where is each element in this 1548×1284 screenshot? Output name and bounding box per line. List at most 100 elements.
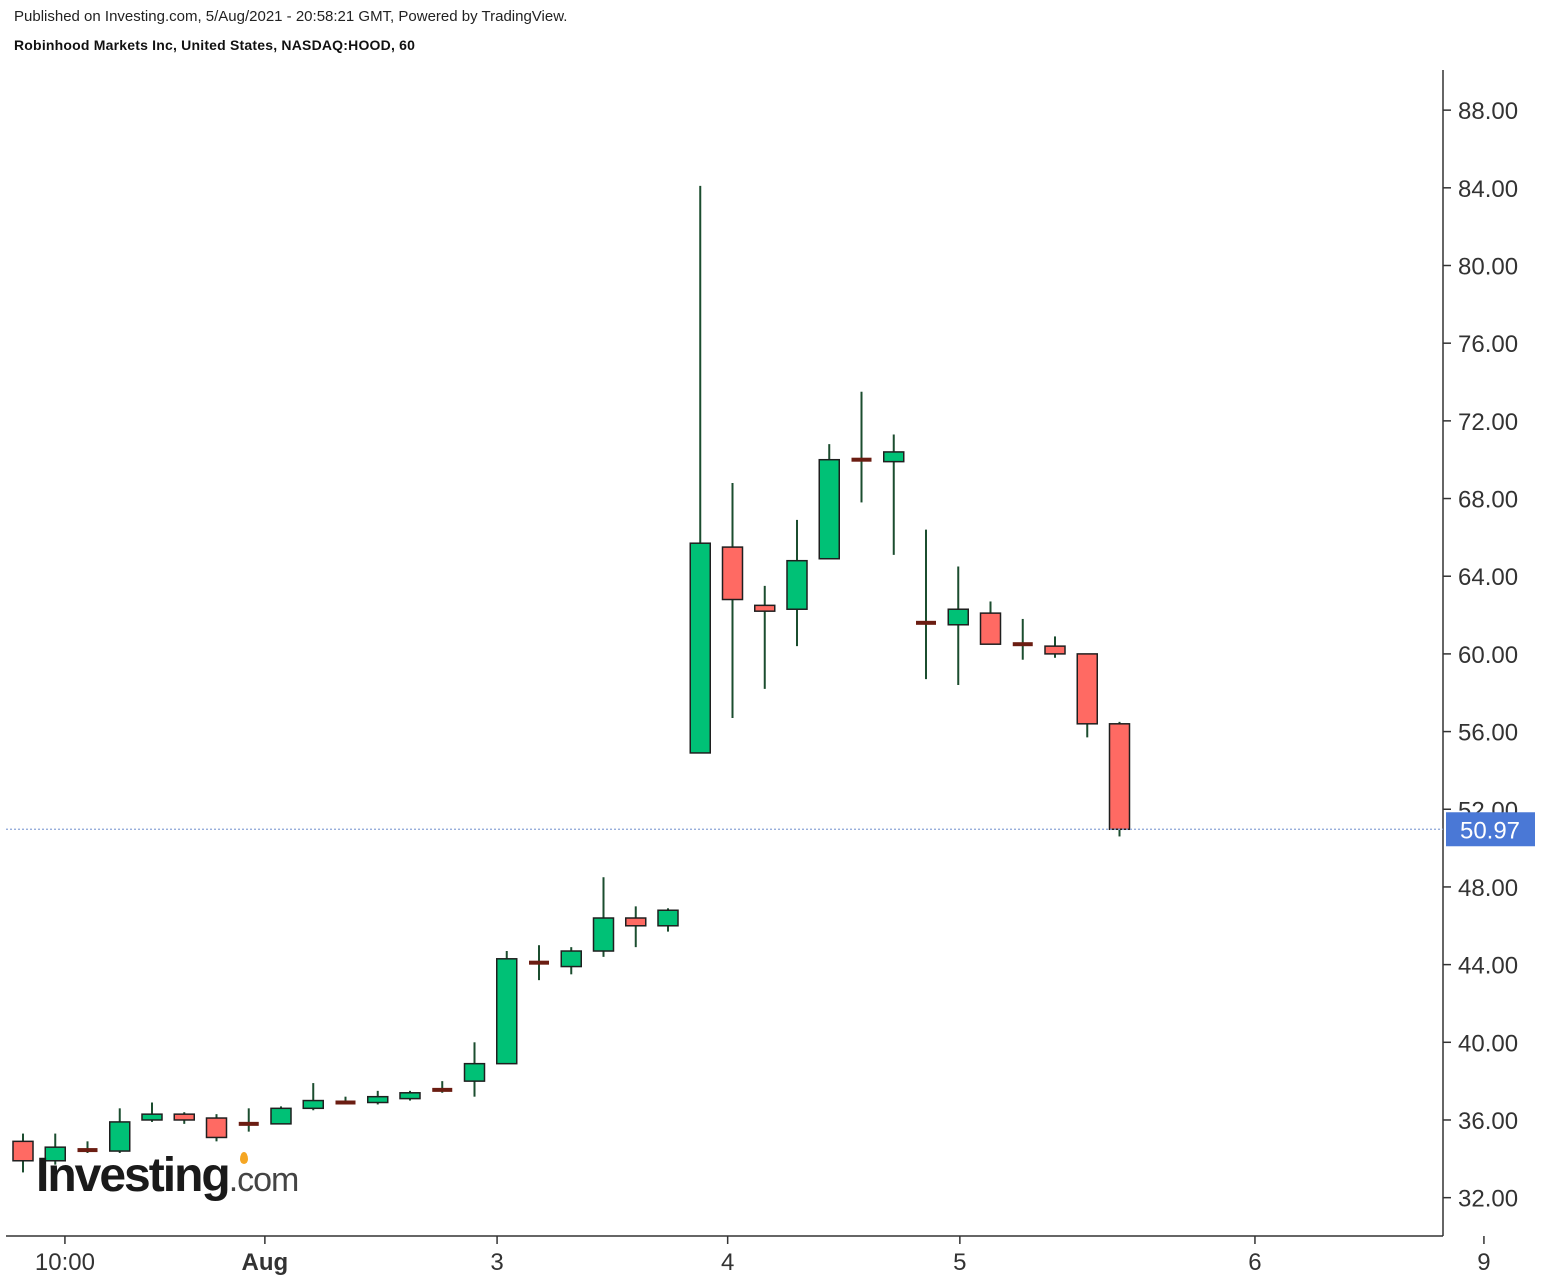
candle [109,1108,131,1153]
candle-body [109,1121,131,1152]
x-tick-label: 5 [953,1249,966,1276]
chart-header: Published on Investing.com, 5/Aug/2021 -… [14,6,567,56]
candle [335,1096,356,1105]
candles-layer [12,185,1131,1173]
x-tick-label: 4 [721,1249,734,1276]
y-tick-label: 44.00 [1458,953,1518,980]
candle-body [721,546,744,601]
candle-body [1044,645,1066,655]
candle-body [1076,653,1098,725]
candle [173,1112,195,1124]
x-tick-label: 10:00 [35,1249,95,1276]
candle-body [238,1121,259,1126]
last-price-label: 50.97 [1460,817,1520,844]
candle-body [302,1099,324,1110]
candle-body [818,458,840,560]
candle [916,529,936,680]
candle-body [754,604,776,612]
candle-body [689,542,711,754]
candle-body [1012,642,1033,647]
y-tick-label: 76.00 [1458,331,1518,358]
candle [625,906,647,948]
candle [463,1042,486,1097]
candle [851,391,872,503]
y-tick-label: 68.00 [1458,487,1518,514]
candle [1108,721,1131,837]
candle-body [625,917,647,927]
candle-body [44,1146,66,1162]
candle-body [496,958,518,1065]
y-tick-label: 60.00 [1458,642,1518,669]
logo-brand: Investing [36,1149,231,1202]
candle [205,1114,228,1142]
candle-body [205,1117,228,1139]
logo-suffix: .com [228,1161,300,1199]
candle [721,483,744,718]
candle [77,1141,98,1153]
candle-body [947,608,969,626]
candle-body [657,909,679,927]
logo-flame-icon [240,1152,248,1164]
candle-body [399,1092,421,1100]
candle [689,185,711,754]
candle [1012,618,1033,660]
candle [12,1133,34,1173]
candle [754,585,776,689]
candle [432,1081,453,1093]
candle [529,945,549,981]
y-tick-label: 40.00 [1458,1030,1518,1057]
last-price-badge [1446,812,1535,847]
candle-body [141,1113,163,1121]
candle [592,877,615,957]
symbol-title: Robinhood Markets Inc, United States, NA… [14,37,416,53]
candle-body [463,1062,486,1082]
candle-body [12,1140,34,1162]
candle-body [529,960,549,965]
y-tick-label: 32.00 [1458,1186,1518,1213]
candle-body [786,559,808,610]
candle-body [883,451,905,463]
candle-body [335,1100,356,1105]
candle [1044,636,1066,658]
y-tick-label: 36.00 [1458,1108,1518,1135]
candle [979,601,1002,645]
y-tick-label: 88.00 [1458,98,1518,125]
y-tick-label: 72.00 [1458,409,1518,436]
candle-body [851,457,872,462]
price-axis-layer: 88.00 84.00 80.00 76.00 72.00 68.00 64.00 60.00… [6,70,1518,1276]
y-tick-label: 48.00 [1458,875,1518,902]
x-tick-label: 6 [1248,1249,1261,1276]
candle-body [1108,723,1131,831]
candle [657,908,679,932]
candle [786,519,808,647]
candle [1076,653,1098,738]
candle [560,947,582,975]
investing-logo: Investing.com [36,1148,300,1203]
published-caption: Published on Investing.com, 5/Aug/2021 -… [14,8,568,25]
candle-body [560,950,582,968]
candle [818,444,840,560]
y-tick-label: 84.00 [1458,176,1518,203]
candle [947,566,969,685]
candle [367,1090,389,1105]
y-tick-label: 64.00 [1458,564,1518,591]
candle-body [270,1107,292,1125]
candle-body [77,1148,98,1153]
candle [883,434,905,555]
candle [496,951,518,1065]
candle [270,1106,292,1125]
x-tick-label: 3 [490,1249,503,1276]
candle [238,1108,259,1132]
y-tick-label: 56.00 [1458,720,1518,747]
x-tick-label: 9 [1477,1249,1490,1276]
candle [399,1090,421,1101]
candle-body [173,1113,195,1121]
candle-body [592,917,615,952]
candle-body [979,612,1002,645]
x-tick-label: Aug [242,1249,289,1276]
candle [302,1083,324,1111]
candle [44,1133,66,1165]
overlay-layer: 50.97 [6,812,1535,847]
y-tick-label: 80.00 [1458,254,1518,281]
